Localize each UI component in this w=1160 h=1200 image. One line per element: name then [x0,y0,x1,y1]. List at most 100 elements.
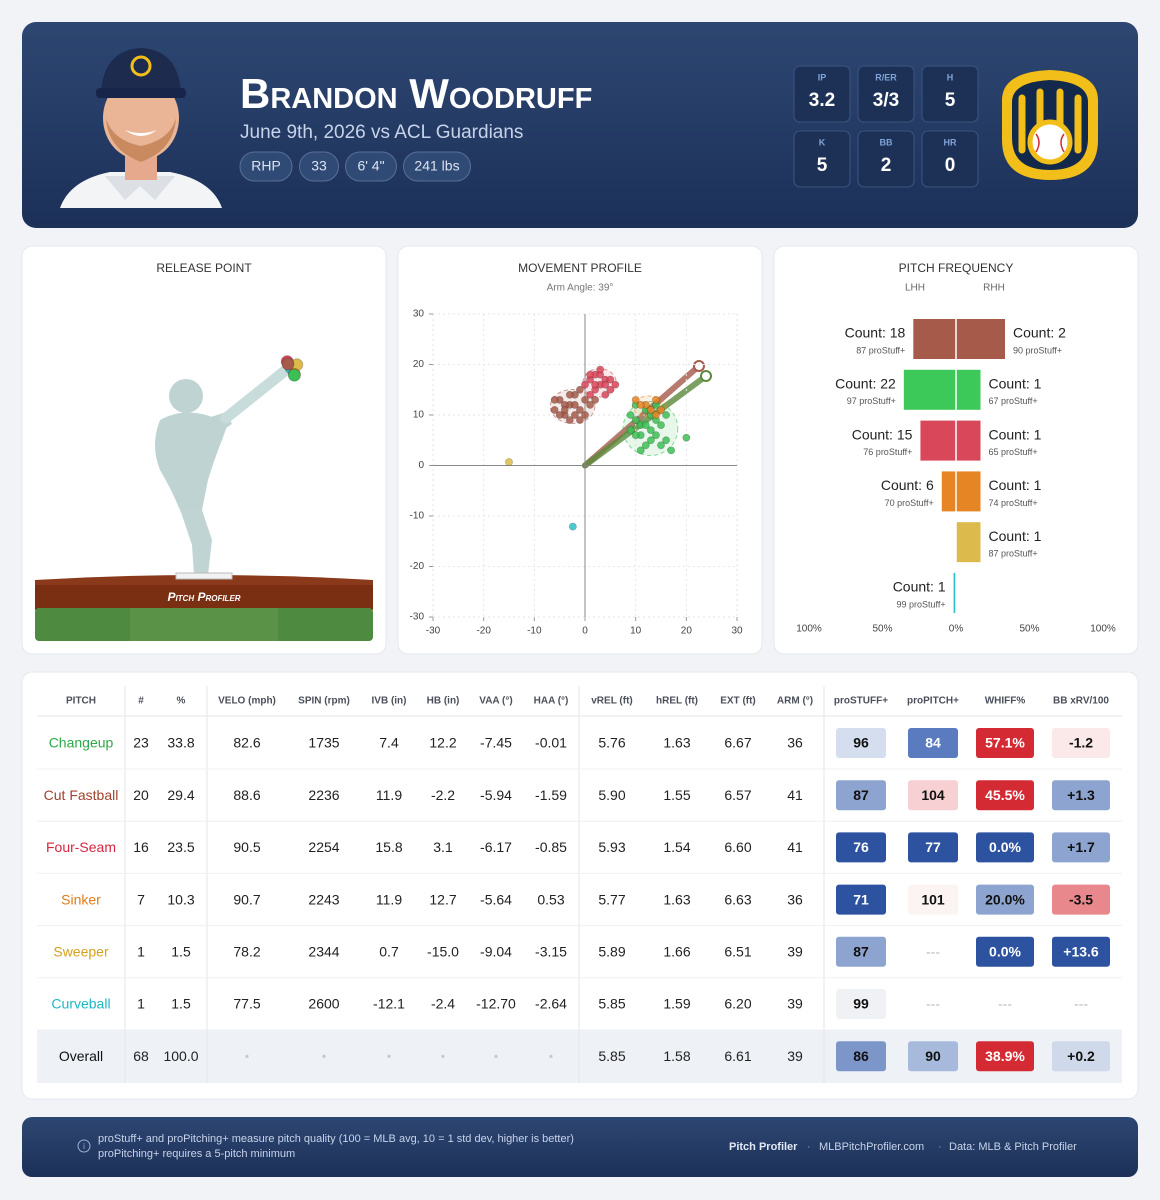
movement-point [576,385,584,394]
table-cell: -12.1 [373,996,405,1012]
table-cell: 2344 [308,944,339,960]
table-cell: 7.4 [379,735,399,751]
movement-point [626,411,635,419]
x-tick-label: 100% [796,624,822,635]
pitch-name: Cut Fastball [44,787,119,803]
column-header: vREL (ft) [591,696,632,707]
footer [22,1117,1138,1177]
stuff-label: 97 proStuff+ [847,396,896,406]
table-cell: • [322,1049,326,1063]
table-cell: --- [1074,996,1088,1012]
table-cell: --- [926,996,940,1012]
column-header: HAA (°) [534,696,569,707]
column-header: % [177,696,186,707]
table-cell: 71 [853,891,869,907]
table-cell: 77 [925,839,941,855]
y-tick-label: -20 [410,561,425,572]
side-label: RHH [983,283,1005,294]
table-cell: 1 [137,996,145,1012]
table-cell: 77.5 [233,996,260,1012]
table-cell: 1.58 [663,1048,690,1064]
table-cell: 16 [133,839,149,855]
table-cell: 1.54 [663,839,690,855]
stuff-label: 87 proStuff+ [989,549,1038,559]
stat-box [921,65,979,123]
table-cell: • [245,1049,249,1063]
table-cell: 1.5 [171,996,191,1012]
x-tick-label: 0% [949,624,964,635]
table-cell: 41 [787,839,803,855]
table-cell: 12.7 [429,891,456,907]
table-cell: 0.0% [989,944,1021,960]
movement-point [565,390,574,399]
movement-point [636,400,645,409]
table-cell: -2.64 [535,996,567,1012]
mound-top [35,575,373,585]
table-cell: -7.45 [480,735,512,751]
table-cell: • [494,1049,498,1063]
tag-text: 241 lbs [414,158,459,174]
table-cell: 5.90 [598,787,625,803]
table-cell: 7 [137,891,145,907]
movement-point [581,395,589,404]
movement-point [646,406,655,414]
movement-point [626,426,635,435]
metric-badge [1052,936,1110,967]
movement-point [576,406,584,414]
table-cell: 0.7 [379,944,399,960]
table-cell: 90 [925,1048,941,1064]
column-header: IVB (in) [372,696,407,707]
movement-point [591,380,600,389]
count-label: Count: 18 [845,325,906,341]
movement-point [555,411,564,419]
stuff-label: 70 proStuff+ [885,498,934,508]
table-cell: 6.61 [724,1048,751,1064]
player-name: Brandon Woodruff [240,70,592,117]
metric-badge [908,884,958,915]
frequency-bar [956,522,981,563]
metric-badge [836,1041,886,1072]
table-cell: 84 [925,735,941,751]
movement-point [636,446,645,455]
stat-value: 3/3 [873,90,899,111]
table-cell: 2600 [308,996,339,1012]
table-cell: 86 [853,1048,869,1064]
watermark: Pitch Profiler [167,590,240,604]
movement-point [662,436,670,445]
x-tick-label: -30 [426,626,441,637]
frequency-bar [913,319,956,359]
count-label: Count: 1 [893,579,946,595]
count-label: Count: 22 [835,376,896,392]
table-cell: 57.1% [985,735,1025,751]
movement-point [576,416,584,424]
movement-point [682,433,691,442]
stat-box [857,130,915,188]
table-cell: 10.3 [167,891,194,907]
table-cell: 5.77 [598,891,625,907]
table-cell: 11.9 [376,891,402,907]
table-cell: 90.7 [233,891,260,907]
movement-point [646,436,655,445]
footer-source: Data: MLB & Pitch Profiler [949,1141,1077,1153]
chart-title: MOVEMENT PROFILE [518,261,642,275]
y-tick-label: 0 [418,460,424,471]
count-label: Count: 6 [881,477,934,493]
movement-point [586,390,594,399]
x-tick-label: -20 [476,626,491,637]
team-logo [1002,70,1098,180]
movement-point [631,395,640,404]
tag-text: RHP [251,158,281,174]
table-cell: • [549,1049,553,1063]
x-tick-label: 50% [872,624,892,635]
table-cell: 12.2 [429,735,456,751]
table-cell: 1 [137,944,145,960]
release-point [281,357,295,371]
table-cell: 5.85 [598,996,625,1012]
table-cell: 15.8 [375,839,402,855]
movement-point [641,421,650,429]
table-cell: 0.0% [989,839,1021,855]
table-cell: 1.63 [663,735,690,751]
movement-point [606,385,615,394]
table-cell: 39 [787,1048,803,1064]
metric-badge [908,832,958,863]
